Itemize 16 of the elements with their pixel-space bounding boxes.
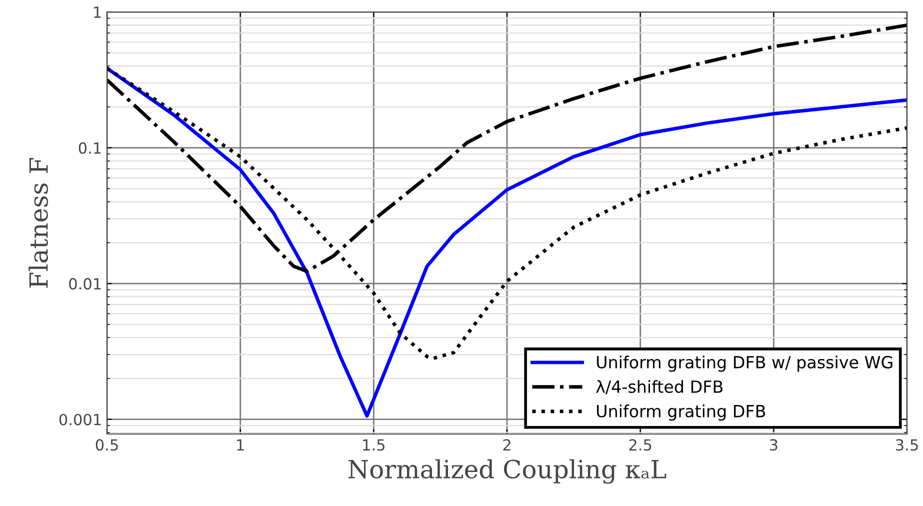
y-tick-label: 0.1: [78, 142, 101, 154]
x-axis-title: Normalized Coupling κₐL: [348, 459, 666, 484]
x-tick-label: 2.5: [629, 439, 652, 451]
legend-label: Uniform grating DFB w/ passive WG: [597, 356, 892, 372]
x-tick-label: 3: [770, 439, 778, 451]
y-tick-label: 0.001: [59, 414, 101, 426]
y-tick-label: 1: [94, 6, 101, 18]
x-tick-label: 1: [237, 439, 244, 450]
legend-label: Uniform grating DFB: [597, 404, 766, 421]
legend-label: λ/4-shifted DFB: [596, 380, 722, 394]
x-tick-label: 1.5: [363, 439, 384, 451]
x-tick-label: 0.5: [96, 439, 118, 451]
y-tick-label: 0.01: [69, 278, 101, 290]
x-tick-label: 2: [503, 439, 510, 450]
y-axis-title: Flatness F: [28, 158, 48, 288]
x-tick-label: 3.5: [896, 439, 918, 451]
